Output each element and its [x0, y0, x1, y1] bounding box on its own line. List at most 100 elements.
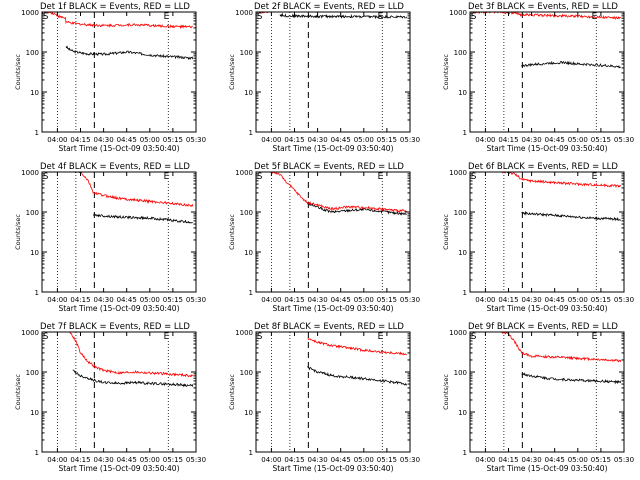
x-tick-label: 04:45 — [331, 136, 351, 144]
events-series-line — [93, 213, 193, 224]
x-tick-label: 04:15 — [498, 456, 518, 464]
x-tick-label: 05:30 — [614, 456, 634, 464]
y-tick-label: 1000 — [235, 169, 253, 177]
y-tick-label: 100 — [240, 369, 253, 377]
x-tick-label: 05:15 — [163, 136, 183, 144]
lld-series-line — [42, 12, 194, 30]
end-marker-label: E — [378, 12, 383, 22]
y-axis-label: Counts/sec — [14, 374, 22, 410]
x-tick-label: 04:00 — [47, 296, 67, 304]
plot-frame — [469, 331, 625, 453]
y-tick-label: 1 — [35, 449, 39, 457]
start-marker-label: S — [471, 172, 476, 182]
start-marker-label: S — [471, 332, 476, 342]
start-marker-label: S — [43, 172, 48, 182]
y-axis-label: Counts/sec — [442, 54, 450, 90]
y-axis-label: Counts/sec — [228, 214, 236, 250]
x-tick-label: 04:45 — [117, 456, 137, 464]
events-series-line — [307, 201, 407, 216]
plot-frame — [255, 11, 411, 133]
x-tick-label: 05:00 — [354, 296, 374, 304]
y-tick-label: 100 — [26, 369, 39, 377]
x-axis-label: Start Time (15-Oct-09 03:50:40) — [486, 144, 607, 153]
y-tick-label: 1000 — [449, 169, 467, 177]
x-tick-label: 05:30 — [186, 136, 206, 144]
events-series-line — [307, 366, 408, 386]
x-tick-label: 04:45 — [545, 296, 565, 304]
x-tick-label: 04:45 — [545, 136, 565, 144]
start-marker-label: S — [257, 332, 262, 342]
x-tick-label: 04:30 — [308, 296, 328, 304]
x-tick-label: 04:00 — [261, 296, 281, 304]
events-series-line — [521, 60, 621, 69]
plot-frame — [41, 171, 197, 293]
chart-title: Det 5f BLACK = Events, RED = LLD — [254, 162, 404, 172]
y-tick-label: 1 — [463, 129, 467, 137]
x-tick-label: 04:45 — [117, 136, 137, 144]
x-tick-label: 04:15 — [70, 456, 90, 464]
chart-title: Det 1f BLACK = Events, RED = LLD — [40, 2, 190, 12]
x-tick-label: 04:30 — [522, 296, 542, 304]
y-tick-label: 10 — [244, 409, 253, 417]
x-axis-label: Start Time (15-Oct-09 03:50:40) — [272, 464, 393, 473]
chart-title: Det 7f BLACK = Events, RED = LLD — [40, 322, 190, 332]
x-tick-label: 04:30 — [308, 136, 328, 144]
x-tick-label: 05:30 — [614, 136, 634, 144]
chart-title: Det 9f BLACK = Events, RED = LLD — [468, 322, 618, 332]
x-tick-label: 05:00 — [140, 456, 160, 464]
y-tick-label: 10 — [458, 249, 467, 257]
y-tick-label: 1 — [35, 289, 39, 297]
end-marker-label: E — [164, 332, 169, 342]
y-tick-label: 10 — [30, 409, 39, 417]
x-tick-label: 05:15 — [163, 296, 183, 304]
plot-frame — [41, 331, 197, 453]
start-marker-label: S — [43, 332, 48, 342]
x-tick-label: 04:15 — [70, 136, 90, 144]
x-tick-label: 05:00 — [140, 136, 160, 144]
y-tick-label: 1 — [249, 449, 253, 457]
x-tick-label: 05:15 — [591, 136, 611, 144]
x-tick-label: 05:30 — [400, 296, 420, 304]
y-tick-label: 10 — [458, 409, 467, 417]
x-tick-label: 05:30 — [186, 296, 206, 304]
y-axis-label: Counts/sec — [228, 374, 236, 410]
y-tick-label: 1000 — [21, 9, 39, 17]
end-marker-label: E — [592, 12, 597, 22]
x-tick-label: 05:00 — [568, 296, 588, 304]
plot-frame — [469, 171, 625, 293]
x-tick-label: 04:30 — [94, 296, 114, 304]
plot-frame — [255, 171, 411, 293]
y-axis-label: Counts/sec — [228, 54, 236, 90]
chart-title: Det 4f BLACK = Events, RED = LLD — [40, 162, 190, 172]
start-marker-label: S — [257, 172, 262, 182]
x-tick-label: 04:00 — [47, 136, 67, 144]
x-tick-label: 04:45 — [545, 456, 565, 464]
events-series-line — [521, 210, 622, 222]
x-axis-label: Start Time (15-Oct-09 03:50:40) — [272, 144, 393, 153]
y-tick-label: 100 — [454, 49, 467, 57]
chart-title: Det 8f BLACK = Events, RED = LLD — [254, 322, 404, 332]
x-tick-label: 04:00 — [475, 456, 495, 464]
y-tick-label: 100 — [26, 49, 39, 57]
x-tick-label: 04:15 — [498, 136, 518, 144]
end-marker-label: E — [378, 332, 383, 342]
x-tick-label: 04:00 — [261, 456, 281, 464]
x-tick-label: 04:15 — [284, 296, 304, 304]
y-axis-label: Counts/sec — [14, 214, 22, 250]
x-tick-label: 04:45 — [331, 296, 351, 304]
y-tick-label: 1 — [249, 289, 253, 297]
end-marker-label: E — [378, 172, 383, 182]
x-tick-label: 05:00 — [140, 296, 160, 304]
plot-frame — [255, 331, 411, 453]
y-tick-label: 100 — [454, 369, 467, 377]
x-tick-label: 04:30 — [522, 136, 542, 144]
y-tick-label: 1000 — [235, 9, 253, 17]
x-tick-label: 04:15 — [284, 136, 304, 144]
lld-series-line — [69, 332, 194, 378]
y-tick-label: 10 — [30, 89, 39, 97]
